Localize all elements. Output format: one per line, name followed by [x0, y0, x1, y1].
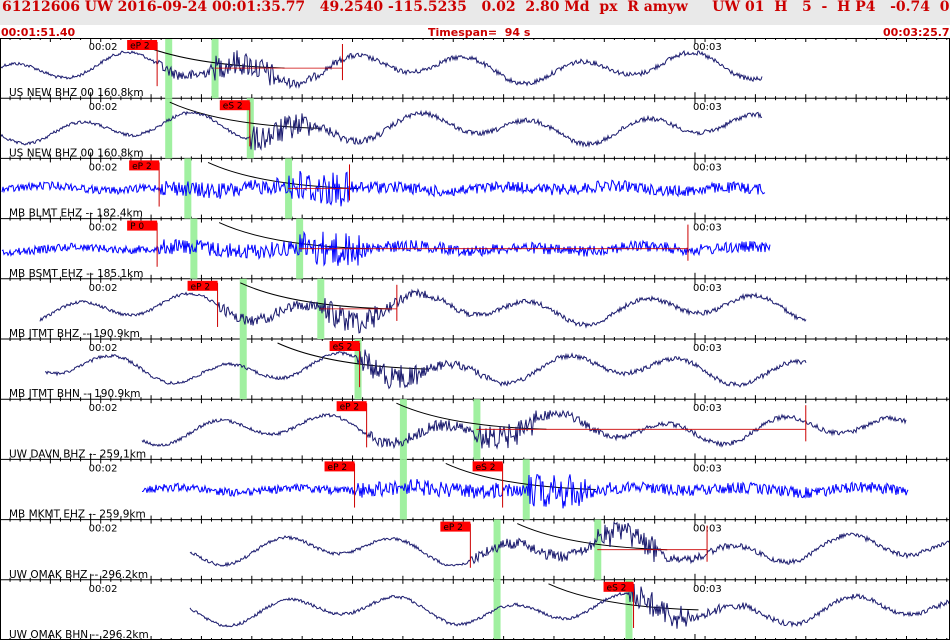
travel-time-curve: [277, 342, 428, 370]
travel-time-curve: [396, 402, 547, 430]
pick-flag-label: eP 2: [191, 282, 211, 292]
channel-label: MB BSMT EHZ -- 185.1km: [9, 268, 143, 280]
channel-label: UW OMAK BHZ -- 296.2km: [9, 569, 148, 581]
phase-window-band: [165, 38, 173, 99]
header-bar: 61212606 UW 2016-09-24 00:01:35.77 49.25…: [0, 0, 950, 25]
minute-label: 00:03: [693, 403, 722, 414]
phase-window-band: [190, 218, 198, 279]
pick-flag-label: eP 2: [328, 463, 348, 473]
channel-label: MB JTMT BHN -- 190.9km: [9, 388, 141, 400]
minute-label: 00:03: [693, 343, 722, 354]
pick-flag[interactable]: [129, 160, 160, 171]
timespan-label: Timespan= 94 s: [428, 26, 531, 39]
phase-window-band: [522, 459, 530, 520]
minute-label: 00:02: [89, 343, 118, 354]
minute-label: 00:03: [693, 162, 722, 173]
waveform: [39, 288, 807, 334]
pick-flag[interactable]: [187, 280, 218, 291]
minute-label: 00:03: [693, 584, 722, 595]
travel-time-curve: [207, 161, 359, 189]
minute-label: 00:02: [89, 463, 118, 474]
waveform: [189, 583, 950, 629]
travel-time-curve: [548, 583, 699, 611]
trace-panel[interactable]: 00:02 00:03 eP 2 MB JTMT BHZ -- 190.9km: [0, 278, 950, 340]
pick-flag[interactable]: [219, 100, 250, 111]
minute-label: 00:02: [89, 102, 118, 113]
pick-flag[interactable]: [336, 401, 367, 412]
minute-label: 00:02: [89, 524, 118, 535]
pick-flag[interactable]: [329, 341, 360, 351]
start-time: 00:01:51.40: [1, 26, 76, 39]
pick-flag[interactable]: [472, 461, 503, 472]
pick-flag-label: eS 2: [476, 463, 496, 473]
pick-flag-label: eP 2: [132, 162, 152, 172]
waveform: [141, 409, 907, 450]
minute-label: 00:02: [89, 283, 118, 294]
minute-label: 00:03: [693, 463, 722, 474]
phase-window-band: [239, 278, 247, 339]
phase-window-band: [184, 158, 192, 219]
travel-time-curve: [240, 282, 391, 310]
minute-label: 00:03: [693, 42, 722, 53]
minute-label: 00:03: [693, 102, 722, 113]
pick-flag-label: eP 2: [340, 403, 360, 413]
channel-label: MB JTMT BHZ -- 190.9km: [9, 328, 140, 340]
waveform: [0, 50, 763, 90]
channel-label: MB BLMT EHZ -- 182.4km: [9, 208, 143, 220]
trace-panel[interactable]: 00:02 00:03 eP 2 eS 2 MB MKMT EHZ -- 259.9km: [0, 459, 950, 521]
phase-window-band: [165, 98, 173, 159]
minute-label: 00:02: [89, 162, 118, 173]
trace-panel[interactable]: 00:02 00:03 P 0 MB BSMT EHZ -- 185.1km: [0, 218, 950, 280]
channel-label: UW OMAK BHN -- 296.2km: [9, 629, 149, 640]
pick-flag[interactable]: [127, 220, 158, 231]
channel-label: US NEW BHZ 00 160.8km: [9, 87, 144, 99]
minute-label: 00:02: [89, 403, 118, 414]
phase-window-band: [493, 519, 501, 580]
phase-window-band: [354, 339, 362, 400]
pick-flag[interactable]: [440, 521, 471, 532]
pick-flag[interactable]: [324, 461, 355, 472]
trace-panel[interactable]: 00:02 00:03 eS 2 US NEW BHZ 00 160.8km: [0, 98, 950, 159]
trace-panel[interactable]: 00:02 00:03 eP 2 US NEW BHZ 00 160.8km: [0, 38, 950, 99]
trace-panel[interactable]: 00:02 00:03 eS 2 UW OMAK BHN -- 296.2km: [0, 579, 950, 640]
channel-label: UW DAVN BHZ -- 259.1km: [9, 448, 146, 460]
pick-flag-label: eS 2: [333, 343, 353, 353]
phase-window-band: [625, 579, 633, 640]
trace-panel[interactable]: 00:02 00:03 eP 2 MB BLMT EHZ -- 182.4km: [0, 158, 950, 220]
end-time: 00:03:25.72: [883, 26, 950, 39]
trace-panel[interactable]: 00:02 00:03 eS 2 MB JTMT BHN -- 190.9km: [0, 339, 950, 400]
minute-label: 00:02: [89, 223, 118, 234]
waveform: [1, 170, 766, 207]
minute-label: 00:03: [693, 283, 722, 294]
channel-label: US NEW BHZ 00 160.8km: [9, 147, 144, 159]
waveform: [0, 109, 763, 151]
phase-window-band: [399, 399, 407, 460]
waveform: [141, 473, 909, 509]
pick-flag[interactable]: [603, 581, 634, 592]
pick-flag-label: eS 2: [607, 583, 627, 593]
minute-label: 00:02: [89, 584, 118, 595]
pick-flag-label: eP 2: [443, 523, 463, 533]
phase-window-band: [493, 579, 501, 640]
minute-label: 00:03: [693, 223, 722, 234]
pick-flag-label: eP 2: [130, 42, 150, 52]
event-title: 61212606 UW 2016-09-24 00:01:35.77 49.25…: [2, 0, 950, 15]
pick-flag-label: eS 2: [223, 102, 243, 112]
channel-label: MB MKMT EHZ -- 259.9km: [9, 509, 146, 521]
trace-panel[interactable]: 00:02 00:03 eP 2 UW DAVN BHZ -- 259.1km: [0, 399, 950, 460]
pick-flag[interactable]: [127, 40, 158, 50]
pick-flag-label: P 0: [130, 222, 144, 232]
minute-label: 00:02: [89, 42, 118, 53]
waveform: [189, 521, 950, 568]
phase-window-band: [239, 339, 247, 400]
waveform: [44, 349, 807, 390]
waveform: [1, 230, 771, 267]
